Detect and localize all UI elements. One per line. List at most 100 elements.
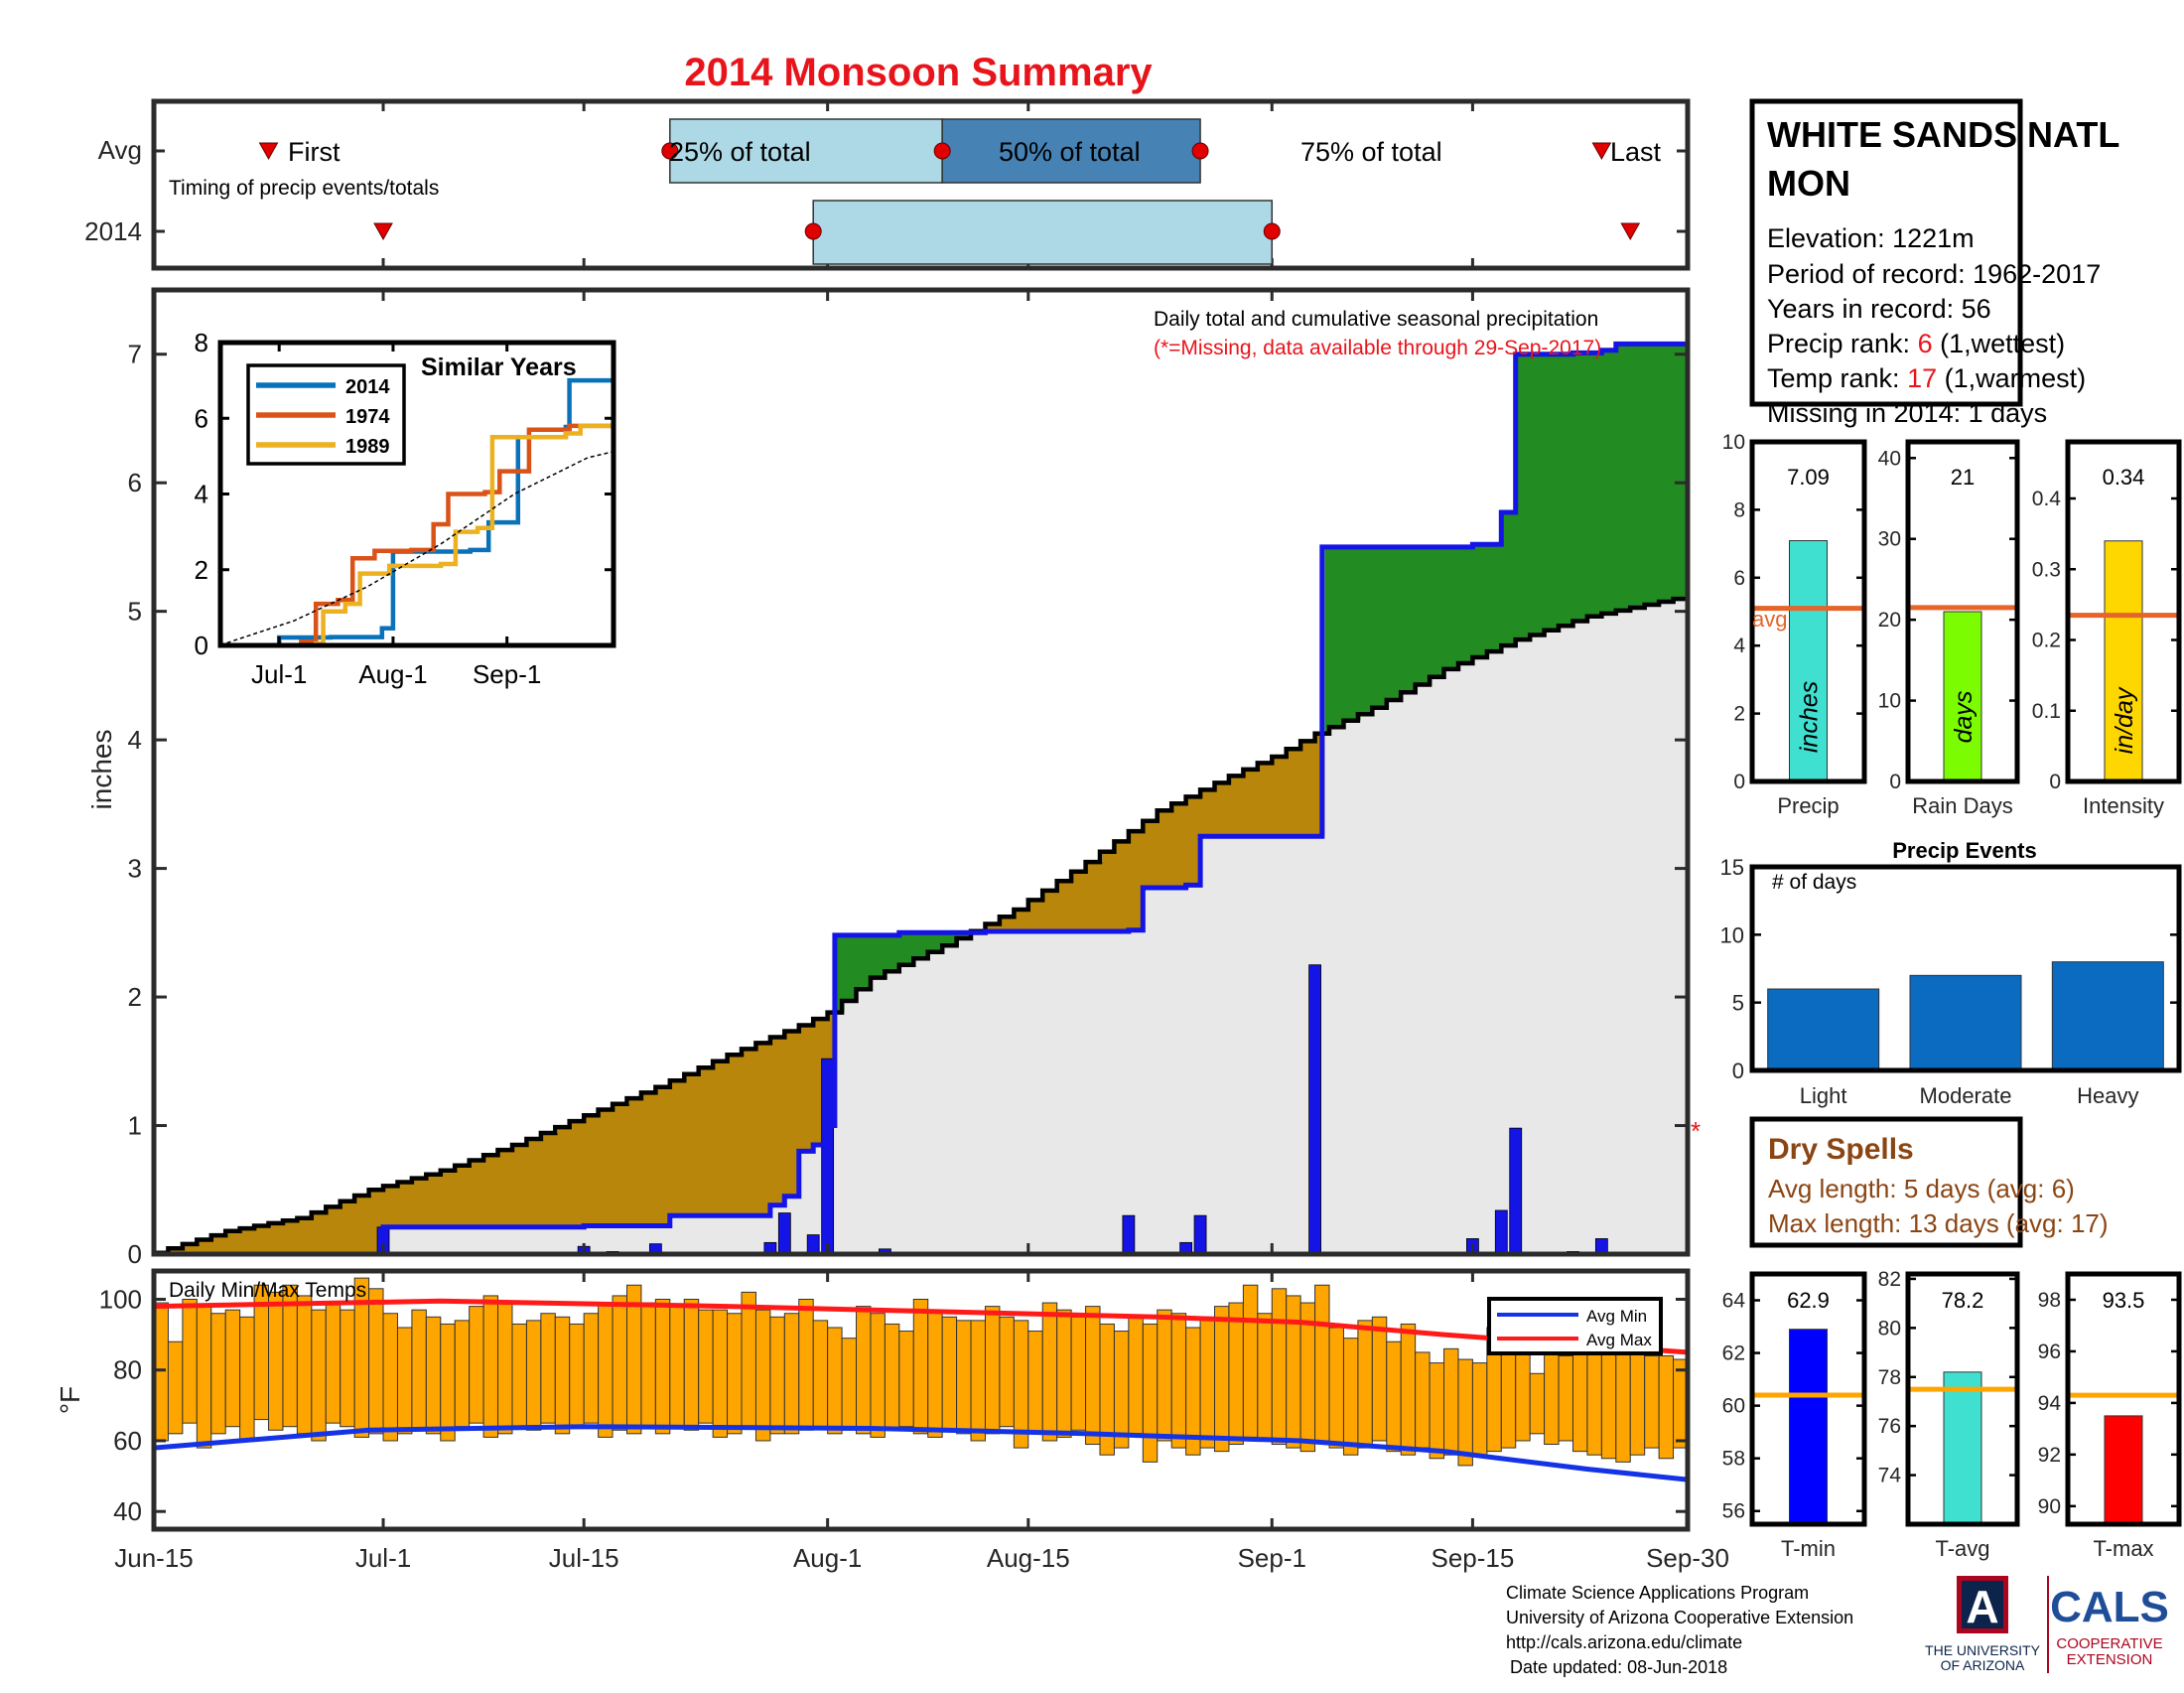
dry-spells-title: Dry Spells: [1768, 1133, 1914, 1166]
totals-ytick-label: 8: [1733, 498, 1745, 521]
daily-temp-bar: [898, 1331, 914, 1428]
date-xtick-label: Sep-30: [1646, 1543, 1729, 1573]
legend-1989-label: 1989: [345, 436, 390, 458]
daily-temp-bar: [727, 1313, 743, 1435]
main-ytick-label: 1: [128, 1111, 142, 1141]
totals-unit-label: inches: [1796, 681, 1824, 753]
daily-temp-bar: [1400, 1323, 1417, 1456]
daily-temp-bar: [1027, 1331, 1043, 1435]
daily-temp-bar: [497, 1302, 513, 1435]
daily-temp-bar: [1415, 1351, 1431, 1449]
daily-temp-bar: [1199, 1316, 1216, 1449]
timing-pct25-label: 25% of total: [669, 137, 811, 167]
inset-xtick-label: Aug-1: [358, 659, 427, 689]
legend-1974-label: 1974: [345, 406, 390, 428]
main-plot-frame: [151, 287, 1691, 1257]
daily-temp-bar: [1615, 1340, 1631, 1463]
timing-panel-frame: [151, 98, 1691, 271]
daily-temp-bar: [1142, 1323, 1159, 1463]
daily-temps-panel: 40 60 80 100 Jun-15 Jul-1 Jul-15 Aug-1 Aug-15 Sep…: [55, 1268, 1729, 1573]
totals-bar-intensity: [2104, 540, 2143, 782]
daily-temp-bar: [1600, 1344, 1617, 1460]
tsum-panel-frame: [1905, 1271, 2020, 1527]
daily-temp-bar: [569, 1323, 585, 1428]
date-xtick-label: Sep-15: [1431, 1543, 1514, 1573]
daily-temp-bar: [1558, 1354, 1573, 1442]
daily-temp-bar: [783, 1313, 800, 1435]
totals-value-label: 21: [1951, 465, 1975, 490]
tsum-ytick-label: 82: [1878, 1268, 1901, 1291]
events-bar-moderate: [1909, 974, 2022, 1071]
daily-temp-bar: [754, 1309, 771, 1442]
totals-ytick-label: 0.1: [2032, 700, 2061, 723]
daily-temp-bar: [612, 1295, 627, 1431]
totals-ytick-label: 0.3: [2032, 558, 2061, 581]
daily-temp-bar: [870, 1313, 886, 1438]
footer-line1: Climate Science Applications Program: [1506, 1583, 1809, 1603]
events-frame: [1749, 864, 2182, 1073]
temps-ytick-label: 40: [113, 1496, 142, 1526]
totals-ytick-label: 10: [1722, 431, 1745, 454]
daily-temp-bar: [482, 1295, 499, 1438]
totals-category-label: Intensity: [2083, 793, 2164, 818]
daily-precip-bar: [1494, 1209, 1508, 1255]
daily-temp-bar: [1629, 1347, 1646, 1456]
timing-panel: Avg 2014 Timing of precip events/totals Fir…: [84, 98, 1691, 271]
daily-temp-bar: [182, 1298, 198, 1424]
dry-spells-avg-length: Avg length: 5 days (avg: 6): [1768, 1174, 2075, 1203]
daily-temp-bar: [454, 1320, 471, 1428]
tsum-bar-t-max: [2104, 1415, 2143, 1525]
totals-ytick-label: 0: [1733, 771, 1745, 793]
events-category-label: Moderate: [1920, 1083, 2012, 1108]
timing-row-avg-label: Avg: [98, 135, 142, 165]
main-ytick-label: 6: [128, 468, 142, 497]
totals-ytick-label: 0.4: [2032, 488, 2062, 510]
avg-pct-marker: [661, 142, 679, 160]
station-name-line2: MON: [1767, 163, 1850, 204]
date-xtick-label: Jun-15: [114, 1543, 194, 1573]
daily-temp-bar: [1471, 1362, 1488, 1456]
events-title: Precip Events: [1892, 838, 2037, 863]
inset-ytick-label: 2: [195, 555, 208, 585]
daily-temp-bar: [368, 1288, 384, 1435]
daily-temp-bar: [798, 1298, 814, 1431]
daily-temp-bar: [1056, 1309, 1072, 1438]
daily-temp-bar: [1214, 1306, 1230, 1453]
events-category-label: Heavy: [2077, 1083, 2138, 1108]
daily-precip-bar: [1509, 1127, 1523, 1255]
tsum-category-label: T-max: [2093, 1536, 2153, 1561]
daily-temp-bar: [1342, 1338, 1359, 1456]
timing-last-label: Last: [1610, 137, 1662, 167]
totals-value-label: 7.09: [1787, 465, 1830, 490]
temps-ytick-label: 60: [113, 1426, 142, 1456]
tsum-value-label: 62.9: [1787, 1288, 1830, 1313]
temps-ytick-label: 100: [99, 1284, 142, 1314]
daily-temp-bar: [239, 1316, 255, 1442]
daily-temp-bar: [1328, 1327, 1344, 1449]
daily-temp-bar: [598, 1302, 614, 1438]
precip-events-panel: Light Moderate Heavy 0 5 10 15 Precip Events # o…: [1720, 838, 2182, 1108]
avg-pct-marker: [1191, 142, 1209, 160]
cals-logo: CALS COOPERATIVE EXTENSION: [2050, 1583, 2169, 1668]
daily-temp-bar: [167, 1340, 184, 1435]
daily-temp-bar: [224, 1309, 241, 1428]
tsum-ytick-label: 58: [1722, 1448, 1745, 1471]
daily-temp-bar: [396, 1327, 413, 1435]
daily-temp-bar: [325, 1302, 341, 1424]
daily-temp-bar: [1242, 1284, 1259, 1438]
daily-temp-bar: [583, 1313, 600, 1424]
observed-cumulative-line: [154, 341, 1691, 1257]
daily-temp-bar: [927, 1309, 943, 1438]
daily-temp-bar: [884, 1323, 900, 1431]
daily-temp-bar: [525, 1320, 542, 1431]
station-missing: Missing in 2014: 1 days: [1767, 398, 2047, 428]
daily-temp-bar: [912, 1298, 929, 1435]
timing-row-2014-label: 2014: [84, 216, 142, 246]
dry-spells-box: Dry Spells Avg length: 5 days (avg: 6) M…: [1749, 1116, 2109, 1248]
station-info-box: WHITE SANDS NATL MON Elevation: 1221m Pe…: [1749, 98, 2119, 428]
station-temp-rank: Temp rank: 17 (1,warmest): [1767, 363, 2086, 393]
daily-temp-bar: [425, 1316, 442, 1435]
inset-series-1974: [220, 422, 616, 648]
events-ylabel: # of days: [1772, 871, 1856, 894]
daily-temp-bar: [296, 1295, 313, 1435]
